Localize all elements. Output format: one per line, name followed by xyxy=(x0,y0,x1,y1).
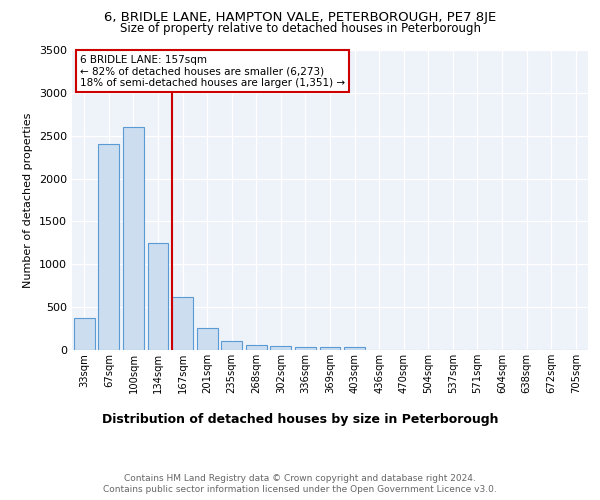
Text: Size of property relative to detached houses in Peterborough: Size of property relative to detached ho… xyxy=(119,22,481,35)
Bar xyxy=(221,342,242,350)
Bar xyxy=(74,318,95,350)
Text: 6 BRIDLE LANE: 157sqm
← 82% of detached houses are smaller (6,273)
18% of semi-d: 6 BRIDLE LANE: 157sqm ← 82% of detached … xyxy=(80,54,345,88)
Y-axis label: Number of detached properties: Number of detached properties xyxy=(23,112,34,288)
Text: Contains public sector information licensed under the Open Government Licence v3: Contains public sector information licen… xyxy=(103,485,497,494)
Text: 6, BRIDLE LANE, HAMPTON VALE, PETERBOROUGH, PE7 8JE: 6, BRIDLE LANE, HAMPTON VALE, PETERBOROU… xyxy=(104,11,496,24)
Bar xyxy=(197,328,218,350)
Bar xyxy=(246,346,267,350)
Bar xyxy=(320,348,340,350)
Text: Distribution of detached houses by size in Peterborough: Distribution of detached houses by size … xyxy=(102,412,498,426)
Bar xyxy=(344,348,365,350)
Bar xyxy=(172,297,193,350)
Bar xyxy=(98,144,119,350)
Text: Contains HM Land Registry data © Crown copyright and database right 2024.: Contains HM Land Registry data © Crown c… xyxy=(124,474,476,483)
Bar xyxy=(295,346,316,350)
Bar xyxy=(123,127,144,350)
Bar xyxy=(148,243,169,350)
Bar xyxy=(271,346,292,350)
